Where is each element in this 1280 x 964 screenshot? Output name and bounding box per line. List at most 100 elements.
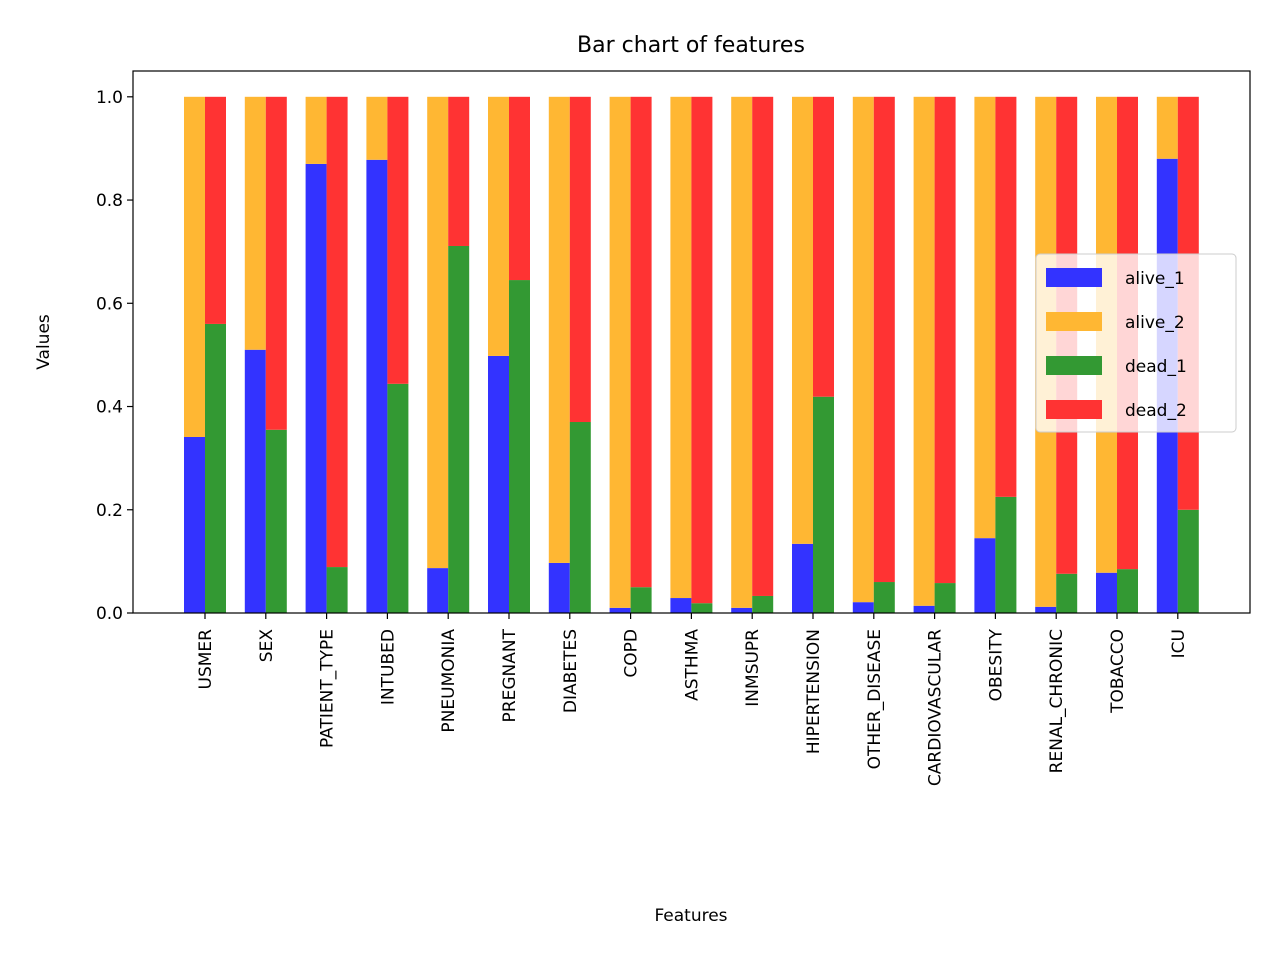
chart-title: Bar chart of features (577, 33, 805, 58)
bar-segment (852, 96, 874, 603)
bar-segment (630, 587, 652, 613)
legend-label: dead_2 (1125, 401, 1187, 421)
bar-segment (1117, 569, 1138, 613)
bar-segment (1177, 509, 1199, 613)
bar-segment (1035, 606, 1057, 613)
bar-segment (184, 436, 205, 613)
legend-label: alive_1 (1125, 269, 1185, 289)
bar-segment (366, 159, 388, 613)
bar-segment (731, 607, 753, 613)
bar-segment (609, 607, 631, 613)
bar-segment (305, 163, 327, 613)
bar-segment (752, 96, 774, 596)
x-tick-label: SEX (257, 629, 277, 663)
bar-segment (995, 96, 1017, 497)
bar-segment (691, 96, 713, 604)
bar-segment (244, 349, 266, 613)
y-tick-label: 0.6 (96, 294, 123, 314)
bar-segment (326, 567, 348, 613)
bar-segment (792, 543, 813, 613)
bar-segment (569, 96, 591, 423)
bar-segment (244, 96, 266, 350)
bar-segment (569, 422, 591, 613)
bar-segment (731, 96, 753, 608)
bar-segment (205, 323, 226, 613)
y-tick-label: 0.4 (96, 398, 123, 418)
legend-label: alive_2 (1125, 313, 1185, 333)
x-tick-label: INMSUPR (743, 629, 763, 707)
x-tick-label: PNEUMONIA (439, 629, 459, 733)
bar-segment (670, 96, 692, 599)
bar-segment (813, 396, 834, 613)
bar-segment (873, 96, 895, 583)
bar-segment (630, 96, 652, 588)
x-tick-label: ASTHMA (682, 629, 702, 701)
x-tick-label: USMER (196, 629, 216, 690)
bar-segment (792, 96, 813, 544)
bar-segment (974, 96, 996, 539)
y-tick-label: 0.2 (96, 501, 123, 521)
bar-segment (670, 598, 692, 613)
x-tick-label: RENAL_CHRONIC (1047, 629, 1067, 773)
bar-segment (265, 96, 287, 430)
bar-segment (488, 355, 509, 613)
bar-segment (366, 96, 388, 160)
bar-segment (995, 496, 1017, 613)
x-tick-label: DIABETES (561, 629, 581, 713)
legend: alive_1 alive_2 dead_1 dead_2 (1035, 253, 1237, 433)
bar-segment (913, 605, 935, 613)
bar-segment (548, 562, 570, 613)
x-tick-label: OBESITY (986, 628, 1006, 701)
legend-swatch (1046, 356, 1102, 375)
bar-segment (873, 582, 895, 613)
bar-segment (852, 602, 874, 613)
bar-segment (1096, 572, 1117, 613)
legend-swatch (1046, 312, 1102, 331)
plot-frame (132, 70, 1251, 614)
x-tick-label: INTUBED (378, 629, 398, 705)
bar-segment (387, 96, 409, 384)
bar-segment (387, 383, 409, 613)
y-axis-label: Values (34, 314, 54, 370)
bar-segment (427, 96, 449, 569)
x-tick-label: OTHER_DISEASE (865, 629, 885, 769)
bar-segment (448, 245, 470, 613)
y-tick-label: 0.0 (96, 604, 123, 624)
bar-segment (509, 280, 530, 613)
bar-segment (548, 96, 570, 563)
bar-segment (609, 96, 631, 608)
x-axis-label: Features (654, 906, 727, 926)
legend-swatch (1046, 268, 1102, 287)
x-tick-label: PREGNANT (500, 628, 520, 722)
bar-segment (184, 96, 205, 437)
bar-segment (1156, 96, 1178, 159)
y-tick-label: 1.0 (96, 88, 123, 108)
bar-segment (326, 96, 348, 568)
x-tick-label: CARDIOVASCULAR (926, 629, 946, 786)
bar-segment (448, 96, 470, 246)
legend-box (1035, 253, 1237, 433)
bar-segment (813, 96, 834, 397)
bar-segment (752, 595, 774, 613)
x-tick-label: ICU (1169, 629, 1189, 658)
bar-segment (913, 96, 935, 606)
bar-segment (974, 538, 996, 613)
legend-swatch (1046, 400, 1102, 419)
x-tick-label: HIPERTENSION (804, 629, 824, 754)
bar-segment (305, 96, 327, 164)
legend-label: dead_1 (1125, 357, 1187, 377)
bar-segment (427, 568, 449, 613)
bar-segment (691, 603, 713, 613)
x-tick-label: PATIENT_TYPE (318, 629, 338, 748)
x-tick-label: TOBACCO (1108, 629, 1128, 714)
bar-segment (934, 583, 956, 613)
x-tick-label: COPD (622, 629, 642, 678)
y-tick-label: 0.8 (96, 191, 123, 211)
bar-segment (265, 429, 287, 613)
bar-segment (934, 96, 956, 584)
bar-segment (205, 96, 226, 324)
bar-segment (488, 96, 509, 356)
bar-segment (509, 96, 530, 281)
bar-segment (1056, 573, 1078, 613)
